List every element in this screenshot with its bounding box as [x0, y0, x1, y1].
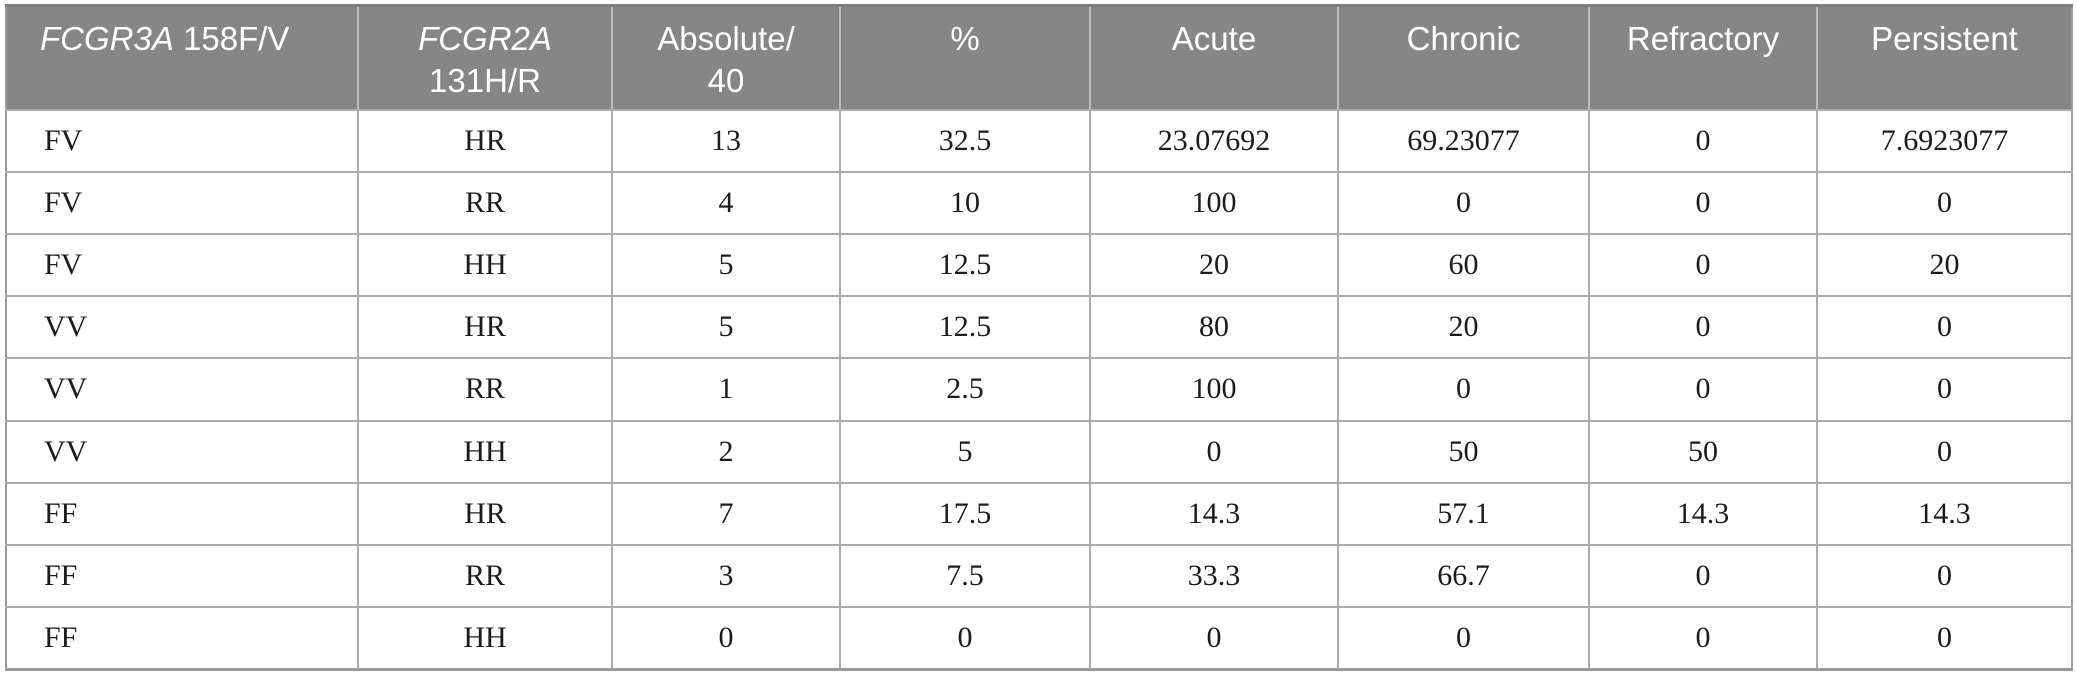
cell-chronic: 60 [1337, 232, 1590, 298]
cell-fcgr3a: FV [5, 232, 359, 298]
cell-chronic: 50 [1337, 419, 1590, 484]
table-row: FF HR 7 17.5 14.3 57.1 14.3 14.3 [5, 481, 2073, 547]
cell-fcgr3a: FF [5, 544, 359, 609]
cell-acute: 23.07692 [1089, 108, 1339, 173]
cell-chronic: 0 [1337, 170, 1590, 235]
cell-fcgr2a: RR [357, 544, 613, 609]
table-row: FF HH 0 0 0 0 0 0 [5, 606, 2073, 672]
cell-absolute: 3 [611, 544, 841, 609]
cell-acute: 100 [1089, 357, 1339, 422]
cell-percent: 7.5 [839, 544, 1091, 609]
cell-persistent: 0 [1816, 295, 2073, 360]
table-header-row: FCGR3A 158F/V FCGR2A 131H/R Absolute/40 %… [5, 4, 2073, 111]
cell-fcgr2a: RR [357, 357, 613, 422]
cell-percent: 12.5 [839, 232, 1091, 298]
table-row: VV HH 2 5 0 50 50 0 [5, 419, 2073, 484]
cell-fcgr2a: HH [357, 419, 613, 484]
cell-percent: 32.5 [839, 108, 1091, 173]
cell-persistent: 0 [1816, 544, 2073, 609]
cell-chronic: 0 [1337, 606, 1590, 672]
cell-chronic: 69.23077 [1337, 108, 1590, 173]
cell-persistent: 14.3 [1816, 481, 2073, 547]
cell-persistent: 7.6923077 [1816, 108, 2073, 173]
cell-refractory: 0 [1588, 544, 1818, 609]
cell-absolute: 13 [611, 108, 841, 173]
cell-refractory: 0 [1588, 170, 1818, 235]
cell-fcgr2a: HH [357, 232, 613, 298]
gene-name-fcgr2a: FCGR2A [418, 20, 552, 57]
header-cell-acute: Acute [1089, 4, 1339, 111]
cell-acute: 33.3 [1089, 544, 1339, 609]
header-absolute-line2: 40 [707, 62, 745, 99]
header-absolute-line1: Absolute/ [657, 20, 795, 57]
cell-percent: 17.5 [839, 481, 1091, 547]
table-row: FV HR 13 32.5 23.07692 69.23077 0 7.6923… [5, 108, 2073, 173]
table-row: VV RR 1 2.5 100 0 0 0 [5, 357, 2073, 422]
cell-acute: 80 [1089, 295, 1339, 360]
cell-percent: 5 [839, 419, 1091, 484]
header-cell-refractory: Refractory [1588, 4, 1818, 111]
cell-acute: 100 [1089, 170, 1339, 235]
header-variant-131hr: 131H/R [429, 62, 541, 99]
cell-persistent: 20 [1816, 232, 2073, 298]
cell-acute: 20 [1089, 232, 1339, 298]
cell-absolute: 5 [611, 295, 841, 360]
cell-acute: 0 [1089, 419, 1339, 484]
cell-fcgr2a: HR [357, 481, 613, 547]
cell-persistent: 0 [1816, 419, 2073, 484]
cell-refractory: 0 [1588, 357, 1818, 422]
cell-absolute: 2 [611, 419, 841, 484]
cell-refractory: 14.3 [1588, 481, 1818, 547]
header-cell-persistent: Persistent [1816, 4, 2073, 111]
cell-percent: 0 [839, 606, 1091, 672]
cell-absolute: 1 [611, 357, 841, 422]
cell-percent: 10 [839, 170, 1091, 235]
cell-acute: 0 [1089, 606, 1339, 672]
cell-chronic: 57.1 [1337, 481, 1590, 547]
cell-refractory: 0 [1588, 232, 1818, 298]
cell-fcgr3a: VV [5, 419, 359, 484]
cell-acute: 14.3 [1089, 481, 1339, 547]
header-cell-absolute: Absolute/40 [611, 4, 841, 111]
cell-fcgr2a: RR [357, 170, 613, 235]
cell-refractory: 0 [1588, 295, 1818, 360]
cell-fcgr3a: FF [5, 606, 359, 672]
cell-fcgr2a: HR [357, 108, 613, 173]
cell-refractory: 50 [1588, 419, 1818, 484]
cell-fcgr3a: FV [5, 170, 359, 235]
cell-persistent: 0 [1816, 606, 2073, 672]
table-row: VV HR 5 12.5 80 20 0 0 [5, 295, 2073, 360]
cell-chronic: 0 [1337, 357, 1590, 422]
cell-percent: 2.5 [839, 357, 1091, 422]
cell-absolute: 4 [611, 170, 841, 235]
gene-name-fcgr3a: FCGR3A [40, 20, 174, 57]
cell-chronic: 20 [1337, 295, 1590, 360]
cell-fcgr3a: VV [5, 295, 359, 360]
cell-refractory: 0 [1588, 606, 1818, 672]
cell-persistent: 0 [1816, 170, 2073, 235]
table-row: FV RR 4 10 100 0 0 0 [5, 170, 2073, 235]
cell-refractory: 0 [1588, 108, 1818, 173]
header-cell-percent: % [839, 4, 1091, 111]
cell-absolute: 0 [611, 606, 841, 672]
header-cell-chronic: Chronic [1337, 4, 1590, 111]
header-cell-fcgr3a: FCGR3A 158F/V [5, 4, 359, 111]
table-row: FF RR 3 7.5 33.3 66.7 0 0 [5, 544, 2073, 609]
genotype-table: FCGR3A 158F/V FCGR2A 131H/R Absolute/40 %… [5, 4, 2073, 672]
cell-fcgr3a: FF [5, 481, 359, 547]
cell-persistent: 0 [1816, 357, 2073, 422]
cell-percent: 12.5 [839, 295, 1091, 360]
cell-fcgr3a: VV [5, 357, 359, 422]
cell-fcgr3a: FV [5, 108, 359, 173]
header-cell-fcgr2a: FCGR2A 131H/R [357, 4, 613, 111]
cell-chronic: 66.7 [1337, 544, 1590, 609]
table-row: FV HH 5 12.5 20 60 0 20 [5, 232, 2073, 298]
header-variant-158fv: 158F/V [183, 20, 290, 57]
cell-absolute: 5 [611, 232, 841, 298]
cell-absolute: 7 [611, 481, 841, 547]
cell-fcgr2a: HH [357, 606, 613, 672]
cell-fcgr2a: HR [357, 295, 613, 360]
